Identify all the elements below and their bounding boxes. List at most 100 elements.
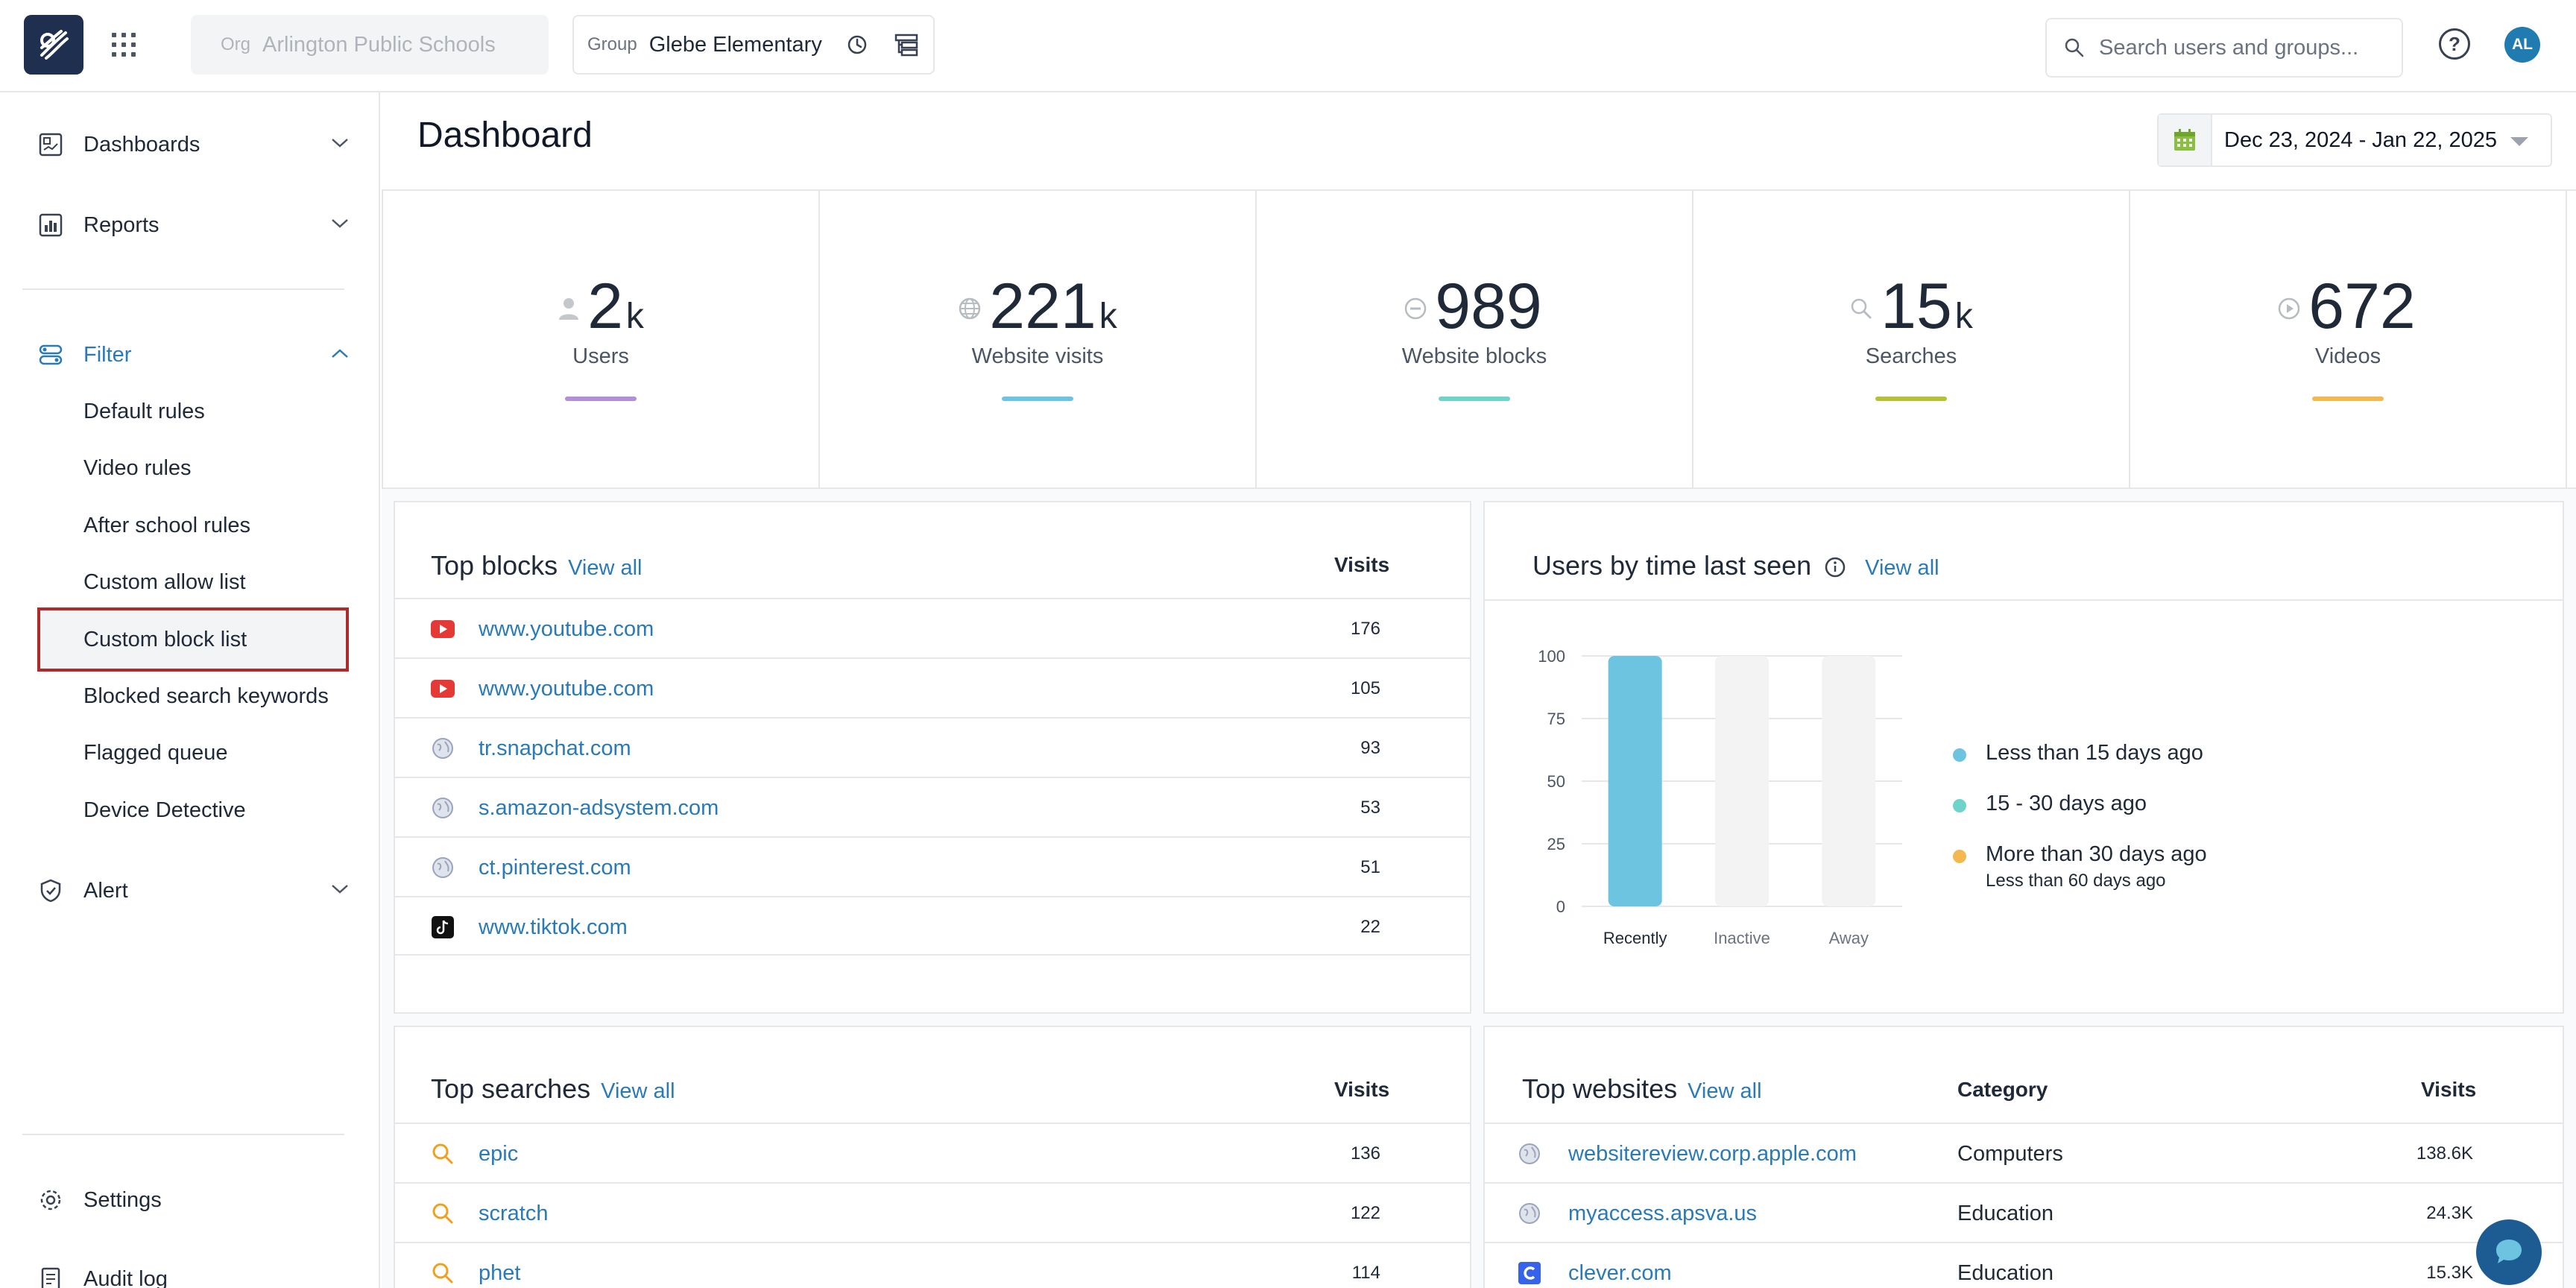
sidebar-item-dashboards[interactable]: Dashboards	[37, 122, 350, 167]
org-value: Arlington Public Schools	[262, 32, 496, 57]
youtube-icon	[431, 617, 455, 641]
help-icon[interactable]: ?	[2439, 28, 2470, 60]
sidebar-subitem-default-rules[interactable]: Default rules	[83, 400, 205, 423]
bar-track	[1715, 656, 1769, 906]
search-users-input[interactable]: Search users and groups...	[2045, 18, 2403, 78]
app-switcher-icon[interactable]	[112, 33, 136, 57]
sidebar-item-alert[interactable]: Alert	[37, 868, 350, 913]
row-domain[interactable]: s.amazon-adsystem.com	[479, 796, 719, 820]
sidebar-item-reports[interactable]: Reports	[37, 203, 350, 247]
filter-icon	[37, 341, 64, 368]
table-row[interactable]: s.amazon-adsystem.com 53	[395, 777, 1470, 836]
view-all-link[interactable]: View all	[568, 556, 643, 580]
search-icon	[431, 1202, 455, 1225]
card-divider	[1485, 599, 2563, 601]
group-tree-icon[interactable]	[893, 31, 920, 58]
sidebar-item-label: Alert	[83, 878, 128, 903]
row-category: Education	[1957, 1202, 2053, 1225]
view-all-link[interactable]: View all	[601, 1079, 675, 1103]
row-search-term[interactable]: scratch	[479, 1202, 549, 1225]
stat-users[interactable]: 2 k Users	[382, 191, 820, 489]
stat-label: Website blocks	[1401, 344, 1547, 368]
sidebar-subitem-flagged-queue[interactable]: Flagged queue	[83, 741, 228, 765]
table-row[interactable]: www.youtube.com 176	[395, 598, 1470, 657]
table-row[interactable]: tr.snapchat.com 93	[395, 717, 1470, 777]
row-domain[interactable]: www.youtube.com	[479, 677, 654, 701]
sidebar-subitem-device-detective[interactable]: Device Detective	[83, 798, 246, 822]
app-logo[interactable]	[24, 15, 83, 75]
user-avatar[interactable]: AL	[2504, 27, 2540, 63]
search-icon	[1849, 297, 1873, 321]
table-row[interactable]: epic 136	[395, 1123, 1470, 1182]
table-row[interactable]: phet 114	[395, 1242, 1470, 1288]
sidebar-subitem-video-rules[interactable]: Video rules	[83, 456, 192, 480]
row-visits: 105	[1350, 678, 1380, 698]
row-domain[interactable]: www.youtube.com	[479, 617, 654, 641]
chevron-down-icon	[332, 139, 348, 148]
card-title: Top searches	[431, 1073, 591, 1104]
sidebar-subitem-custom-block-list[interactable]: Custom block list	[83, 628, 247, 651]
table-row[interactable]: www.youtube.com 105	[395, 657, 1470, 717]
org-selector[interactable]: Org Arlington Public Schools	[191, 15, 549, 75]
sidebar-item-label: Settings	[83, 1187, 162, 1212]
y-tick-label: 50	[1547, 772, 1565, 791]
sidebar-subitem-custom-allow-list[interactable]: Custom allow list	[83, 570, 246, 594]
chat-support-button[interactable]	[2476, 1219, 2542, 1285]
sidebar-item-settings[interactable]: Settings	[37, 1178, 350, 1222]
row-domain[interactable]: myaccess.apsva.us	[1568, 1202, 1758, 1225]
stat-value: 989	[1435, 271, 1542, 342]
top-bar: Org Arlington Public Schools Group Glebe…	[0, 0, 2576, 92]
clever-icon	[1518, 1261, 1541, 1285]
chevron-down-icon	[332, 885, 348, 894]
sidebar-subitem-after-school-rules[interactable]: After school rules	[83, 514, 251, 537]
sidebar-subitem-blocked-search-keywords[interactable]: Blocked search keywords	[83, 684, 329, 708]
stat-website-visits[interactable]: 221 k Website visits	[818, 191, 1257, 489]
row-search-term[interactable]: epic	[479, 1142, 519, 1166]
sidebar-item-filter[interactable]: Filter	[37, 332, 350, 377]
stat-searches[interactable]: 15 k Searches	[1692, 191, 2130, 489]
row-domain[interactable]: ct.pinterest.com	[479, 856, 631, 880]
column-header-visits: Visits	[2421, 1078, 2477, 1101]
audit-log-icon	[37, 1266, 64, 1288]
view-all-link[interactable]: View all	[1688, 1079, 1762, 1103]
y-tick-label: 75	[1547, 710, 1565, 728]
group-selector[interactable]: Group Glebe Elementary	[572, 15, 935, 75]
group-label: Group	[587, 34, 637, 54]
table-row[interactable]: ct.pinterest.com 51	[395, 836, 1470, 896]
alert-shield-icon	[37, 877, 64, 904]
row-visits: 122	[1350, 1203, 1380, 1223]
card-title-row: Top blocks View all	[431, 550, 643, 581]
row-domain[interactable]: www.tiktok.com	[479, 915, 628, 939]
row-visits: 53	[1360, 798, 1380, 818]
tiktok-icon	[431, 915, 455, 939]
card-title: Users by time last seen	[1532, 550, 1812, 581]
stat-unit: k	[1954, 297, 1973, 336]
row-domain[interactable]: websitereview.corp.apple.com	[1568, 1142, 1857, 1166]
table-row[interactable]: clever.com Education 15.3K	[1485, 1242, 2563, 1288]
row-visits: 138.6K	[2416, 1143, 2473, 1164]
sidebar: Dashboards Reports Filter Default rules …	[0, 92, 380, 1288]
row-search-term[interactable]: phet	[479, 1261, 521, 1285]
row-visits: 114	[1351, 1263, 1380, 1283]
legend-label: Less than 15 days ago	[1986, 741, 2203, 765]
table-row[interactable]: myaccess.apsva.us Education 24.3K	[1485, 1182, 2563, 1242]
table-row[interactable]: www.tiktok.com 22	[395, 896, 1470, 956]
globe-icon	[431, 736, 455, 760]
row-domain[interactable]: clever.com	[1568, 1261, 1672, 1285]
stat-website-blocks[interactable]: 989 Website blocks	[1255, 191, 1693, 489]
top-websites-card: Top websites View all Category Visits web…	[1483, 1026, 2564, 1288]
globe-icon	[431, 856, 455, 880]
row-domain[interactable]: tr.snapchat.com	[479, 736, 631, 760]
view-all-link[interactable]: View all	[1865, 556, 1939, 580]
date-range-picker[interactable]: Dec 23, 2024 - Jan 22, 2025	[2157, 113, 2552, 167]
table-row[interactable]: websitereview.corp.apple.com Computers 1…	[1485, 1123, 2563, 1182]
history-icon[interactable]	[845, 33, 869, 57]
table-row[interactable]: scratch 122	[395, 1182, 1470, 1242]
date-range-text: Dec 23, 2024 - Jan 22, 2025	[2224, 127, 2497, 152]
stat-accent-bar	[1002, 397, 1073, 401]
bar	[1608, 656, 1662, 906]
stat-videos[interactable]: 672 Videos	[2129, 191, 2567, 489]
stat-label: Users	[572, 344, 629, 368]
sidebar-item-audit-log[interactable]: Audit log	[37, 1257, 350, 1288]
info-icon[interactable]	[1823, 555, 1847, 579]
